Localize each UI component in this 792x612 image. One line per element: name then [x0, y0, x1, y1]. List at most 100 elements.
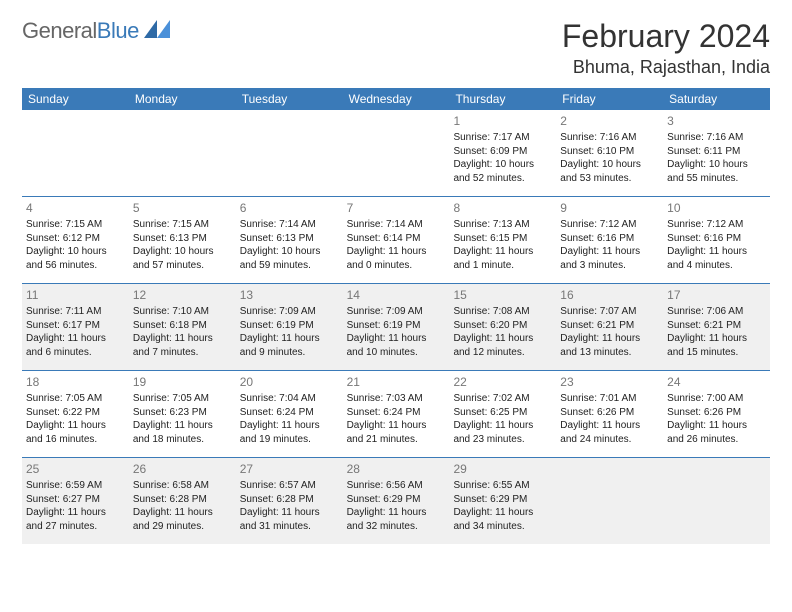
day-number: 10	[667, 200, 766, 216]
daylight-text: Daylight: 11 hours	[560, 332, 659, 346]
daylight-text: Daylight: 11 hours	[667, 332, 766, 346]
sunset-text: Sunset: 6:13 PM	[240, 232, 339, 246]
sunset-text: Sunset: 6:16 PM	[560, 232, 659, 246]
daylight-text: and 0 minutes.	[347, 259, 446, 273]
sunrise-text: Sunrise: 7:17 AM	[453, 131, 552, 145]
daylight-text: Daylight: 11 hours	[347, 245, 446, 259]
day-number: 21	[347, 374, 446, 390]
day-cell: 2Sunrise: 7:16 AMSunset: 6:10 PMDaylight…	[556, 110, 663, 196]
day-number: 25	[26, 461, 125, 477]
weeks-container: 1Sunrise: 7:17 AMSunset: 6:09 PMDaylight…	[22, 110, 770, 544]
sunset-text: Sunset: 6:19 PM	[240, 319, 339, 333]
day-number: 9	[560, 200, 659, 216]
week-row: 4Sunrise: 7:15 AMSunset: 6:12 PMDaylight…	[22, 197, 770, 284]
sunset-text: Sunset: 6:27 PM	[26, 493, 125, 507]
daylight-text: Daylight: 11 hours	[26, 419, 125, 433]
day-number: 6	[240, 200, 339, 216]
sunrise-text: Sunrise: 7:16 AM	[560, 131, 659, 145]
daylight-text: and 31 minutes.	[240, 520, 339, 534]
day-number: 7	[347, 200, 446, 216]
daylight-text: Daylight: 11 hours	[240, 506, 339, 520]
sunrise-text: Sunrise: 7:05 AM	[26, 392, 125, 406]
sunrise-text: Sunrise: 7:14 AM	[240, 218, 339, 232]
daylight-text: and 24 minutes.	[560, 433, 659, 447]
sunrise-text: Sunrise: 7:01 AM	[560, 392, 659, 406]
week-row: 11Sunrise: 7:11 AMSunset: 6:17 PMDayligh…	[22, 284, 770, 371]
daylight-text: and 9 minutes.	[240, 346, 339, 360]
daylight-text: Daylight: 10 hours	[560, 158, 659, 172]
day-cell: 16Sunrise: 7:07 AMSunset: 6:21 PMDayligh…	[556, 284, 663, 370]
day-number: 22	[453, 374, 552, 390]
day-cell	[236, 110, 343, 196]
daylight-text: Daylight: 11 hours	[347, 506, 446, 520]
day-cell: 18Sunrise: 7:05 AMSunset: 6:22 PMDayligh…	[22, 371, 129, 457]
daylight-text: and 23 minutes.	[453, 433, 552, 447]
day-cell: 17Sunrise: 7:06 AMSunset: 6:21 PMDayligh…	[663, 284, 770, 370]
daylight-text: Daylight: 11 hours	[133, 506, 232, 520]
location-text: Bhuma, Rajasthan, India	[562, 57, 770, 78]
sunset-text: Sunset: 6:24 PM	[240, 406, 339, 420]
sunrise-text: Sunrise: 7:07 AM	[560, 305, 659, 319]
sunrise-text: Sunrise: 7:15 AM	[133, 218, 232, 232]
calendar: SundayMondayTuesdayWednesdayThursdayFrid…	[22, 88, 770, 544]
daylight-text: Daylight: 10 hours	[133, 245, 232, 259]
day-number: 3	[667, 113, 766, 129]
day-cell	[663, 458, 770, 544]
day-number: 20	[240, 374, 339, 390]
day-cell: 1Sunrise: 7:17 AMSunset: 6:09 PMDaylight…	[449, 110, 556, 196]
day-cell	[22, 110, 129, 196]
daylight-text: and 21 minutes.	[347, 433, 446, 447]
day-cell: 21Sunrise: 7:03 AMSunset: 6:24 PMDayligh…	[343, 371, 450, 457]
header-bar: GeneralBlue February 2024 Bhuma, Rajasth…	[22, 18, 770, 78]
day-number: 1	[453, 113, 552, 129]
day-cell: 9Sunrise: 7:12 AMSunset: 6:16 PMDaylight…	[556, 197, 663, 283]
sunrise-text: Sunrise: 6:59 AM	[26, 479, 125, 493]
week-row: 25 Sunrise: 6:59 AMSunset: 6:27 PM Dayligh…	[22, 458, 770, 544]
day-number: 4	[26, 200, 125, 216]
weekday-header: Saturday	[663, 88, 770, 110]
sunset-text: Sunset: 6:29 PM	[453, 493, 552, 507]
day-number: 29	[453, 461, 552, 477]
sunrise-text: Sunrise: 7:09 AM	[347, 305, 446, 319]
daylight-text: and 34 minutes.	[453, 520, 552, 534]
sunset-text: Sunset: 6:21 PM	[560, 319, 659, 333]
daylight-text: and 18 minutes.	[133, 433, 232, 447]
daylight-text: and 13 minutes.	[560, 346, 659, 360]
sunset-text: Sunset: 6:28 PM	[133, 493, 232, 507]
sunrise-text: Sunrise: 7:10 AM	[133, 305, 232, 319]
daylight-text: and 29 minutes.	[133, 520, 232, 534]
sunrise-text: Sunrise: 6:56 AM	[347, 479, 446, 493]
day-cell: 26Sunrise: 6:58 AMSunset: 6:28 PMDayligh…	[129, 458, 236, 544]
daylight-text: Daylight: 11 hours	[133, 419, 232, 433]
day-cell: 15Sunrise: 7:08 AMSunset: 6:20 PMDayligh…	[449, 284, 556, 370]
daylight-text: Daylight: 11 hours	[240, 332, 339, 346]
day-number: 13	[240, 287, 339, 303]
weekday-header: Tuesday	[236, 88, 343, 110]
sunset-text: Sunset: 6:11 PM	[667, 145, 766, 159]
sunrise-text: Sunrise: 7:05 AM	[133, 392, 232, 406]
daylight-text: Daylight: 11 hours	[560, 245, 659, 259]
sunrise-text: Sunrise: 7:15 AM	[26, 218, 125, 232]
daylight-text: and 59 minutes.	[240, 259, 339, 273]
day-cell: 8Sunrise: 7:13 AMSunset: 6:15 PMDaylight…	[449, 197, 556, 283]
daylight-text: Daylight: 11 hours	[347, 419, 446, 433]
daylight-text: Daylight: 10 hours	[240, 245, 339, 259]
logo: GeneralBlue	[22, 18, 170, 44]
sunrise-text: Sunrise: 7:03 AM	[347, 392, 446, 406]
day-number: 19	[133, 374, 232, 390]
daylight-text: and 53 minutes.	[560, 172, 659, 186]
day-cell: 20Sunrise: 7:04 AMSunset: 6:24 PMDayligh…	[236, 371, 343, 457]
sunrise-text: Sunrise: 7:00 AM	[667, 392, 766, 406]
sunset-text: Sunset: 6:20 PM	[453, 319, 552, 333]
daylight-text: and 10 minutes.	[347, 346, 446, 360]
day-number: 5	[133, 200, 232, 216]
day-cell	[343, 110, 450, 196]
day-number: 15	[453, 287, 552, 303]
page-title: February 2024	[562, 18, 770, 55]
day-cell: 19Sunrise: 7:05 AMSunset: 6:23 PMDayligh…	[129, 371, 236, 457]
daylight-text: and 19 minutes.	[240, 433, 339, 447]
daylight-text: and 52 minutes.	[453, 172, 552, 186]
day-number: 18	[26, 374, 125, 390]
day-number: 2	[560, 113, 659, 129]
daylight-text: and 1 minute.	[453, 259, 552, 273]
